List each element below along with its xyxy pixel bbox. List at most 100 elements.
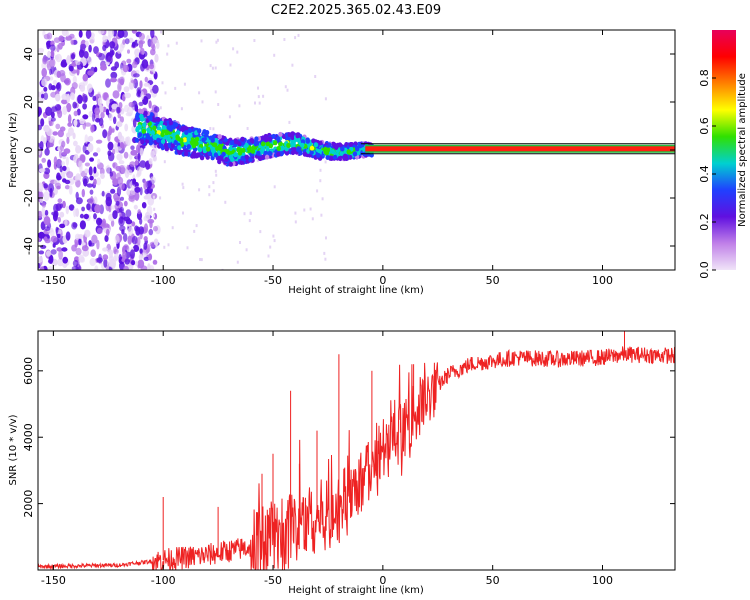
noise-blob (38, 182, 44, 192)
noise-blob (123, 265, 129, 270)
noise-speck (200, 39, 203, 43)
signal-blob (137, 108, 143, 114)
noise-blob (150, 48, 156, 56)
noise-blob (60, 161, 66, 166)
noise-blob (113, 246, 117, 255)
noise-blob (67, 122, 73, 127)
noise-blob (55, 82, 61, 90)
noise-blob (143, 195, 149, 200)
signal-blob (207, 150, 212, 156)
noise-blob (136, 87, 142, 95)
signal-blob (330, 149, 335, 155)
noise-blob (100, 64, 107, 71)
noise-blob (38, 47, 45, 54)
signal-blob (257, 156, 263, 162)
noise-speck (159, 106, 162, 110)
y-tick-label: 40 (22, 47, 35, 61)
noise-blob (84, 134, 89, 144)
noise-blob (65, 156, 69, 166)
noise-blob (89, 175, 94, 181)
signal-blob (228, 146, 233, 152)
noise-blob (118, 165, 126, 175)
noise-blob (131, 30, 137, 34)
noise-blob (102, 92, 108, 101)
signal-blob (302, 151, 308, 157)
noise-blob (41, 202, 47, 208)
snr-x-axis-title: Height of straight line (km) (288, 585, 424, 596)
noise-blob (123, 200, 128, 207)
signal-blob (298, 150, 303, 156)
noise-blob (97, 97, 103, 107)
noise-blob (74, 175, 79, 182)
noise-speck (246, 127, 249, 130)
noise-blob (87, 56, 92, 65)
noise-blob (57, 216, 61, 223)
noise-blob (103, 258, 108, 268)
noise-blob (78, 254, 85, 263)
noise-blob (72, 132, 76, 140)
noise-speck (212, 181, 215, 185)
noise-blob (107, 141, 114, 151)
noise-blob (46, 141, 51, 149)
noise-blob (92, 152, 99, 157)
noise-blob (119, 78, 125, 86)
signal-blob (140, 139, 145, 145)
x-tick-label: -150 (41, 574, 66, 587)
noise-blob (98, 117, 104, 127)
x-tick-label: 0 (379, 574, 386, 587)
noise-speck (232, 47, 235, 51)
noise-blob (47, 50, 51, 59)
snr-axes: -150 -100 -50 0 50 100 2000 4000 6000 (22, 331, 675, 587)
noise-blob (108, 30, 115, 38)
noise-blob (95, 139, 103, 144)
signal-blob (352, 151, 358, 157)
noise-blob (89, 258, 97, 266)
x-tick-label: -50 (264, 574, 282, 587)
signal-blob (168, 126, 174, 132)
noise-blob (39, 197, 44, 203)
noise-speck (201, 100, 204, 104)
signal-blob (278, 131, 283, 137)
noise-blob (138, 226, 145, 235)
noise-blob (134, 48, 141, 57)
noise-speck (256, 159, 259, 163)
noise-blob (78, 30, 83, 38)
noise-blob (92, 95, 97, 101)
x-tick-label: 0 (379, 274, 386, 287)
noise-blob (46, 40, 52, 48)
noise-speck (291, 63, 294, 67)
noise-blob (43, 167, 51, 175)
noise-blob (88, 242, 95, 247)
snr-frame (37, 330, 676, 571)
y-tick-label: 20 (22, 95, 35, 109)
signal-blob (186, 136, 191, 142)
noise-blob (73, 140, 78, 147)
noise-speck (175, 41, 178, 45)
noise-blob (48, 83, 53, 91)
signal-blob (206, 146, 211, 152)
noise-blob (105, 78, 111, 88)
noise-blob (120, 196, 124, 201)
signal-blob (214, 137, 219, 143)
noise-blob (136, 166, 142, 175)
noise-blob (137, 152, 141, 162)
noise-blob (79, 43, 87, 50)
noise-blob (119, 116, 125, 123)
signal-blob (194, 141, 199, 146)
noise-blob (140, 91, 145, 101)
noise-speck (160, 30, 163, 34)
noise-blob (105, 108, 110, 116)
noise-blob (71, 266, 79, 270)
y-tick-label: 6000 (22, 357, 35, 385)
signal-blob (210, 137, 215, 143)
noise-blob (84, 162, 90, 167)
noise-blob (72, 101, 77, 109)
noise-speck (182, 186, 185, 190)
noise-blob (39, 141, 44, 150)
signal-blob (156, 130, 161, 136)
noise-speck (214, 169, 217, 173)
noise-speck (164, 91, 167, 95)
colorbar: 0.0 0.2 0.4 0.6 0.8 Normalized spectral ampl… (698, 30, 748, 279)
noise-blob (87, 70, 94, 76)
noise-blob (87, 197, 95, 205)
